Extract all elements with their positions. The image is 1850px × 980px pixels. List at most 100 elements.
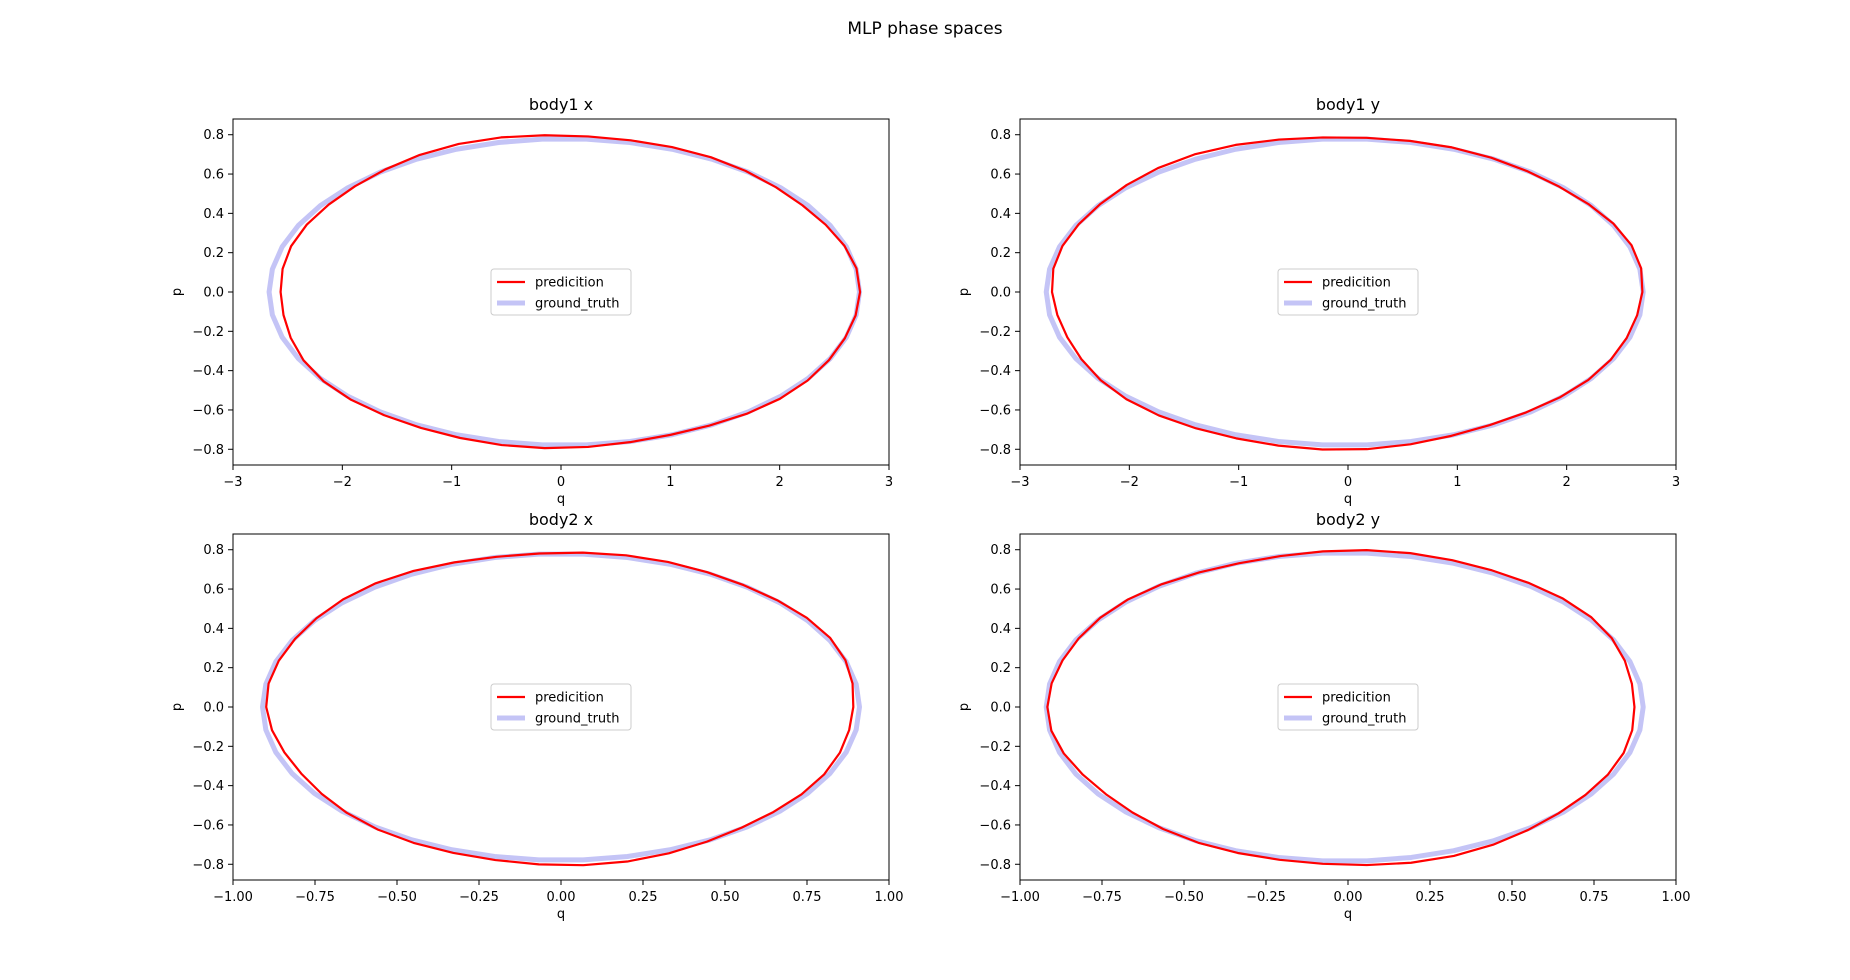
y-tick-label: 0.6 bbox=[203, 583, 224, 598]
x-tick-label: 0.75 bbox=[793, 890, 822, 905]
y-tick-label: −0.6 bbox=[192, 818, 224, 833]
x-tick-label: −0.75 bbox=[295, 890, 335, 905]
x-tick-label: −1 bbox=[1229, 475, 1248, 490]
y-axis-label: p bbox=[170, 288, 185, 296]
x-axis-label: q bbox=[1344, 492, 1352, 507]
x-tick-label: 0.50 bbox=[1498, 890, 1527, 905]
legend: predicition ground_truth bbox=[490, 268, 632, 316]
legend: predicition ground_truth bbox=[490, 683, 632, 731]
y-tick-label: 0.0 bbox=[990, 701, 1011, 716]
y-tick-label: −0.8 bbox=[192, 858, 224, 873]
x-tick-label: −3 bbox=[1010, 475, 1029, 490]
x-tick-label: 1 bbox=[666, 475, 674, 490]
legend-label-ground_truth: ground_truth bbox=[1322, 297, 1407, 312]
x-tick-label: −3 bbox=[223, 475, 242, 490]
series-group bbox=[1043, 136, 1646, 451]
y-tick-label: 0.2 bbox=[203, 661, 224, 676]
y-tick-label: 0.2 bbox=[990, 661, 1011, 676]
y-tick-label: 0.2 bbox=[990, 246, 1011, 261]
x-tick-label: 0.50 bbox=[711, 890, 740, 905]
y-tick-label: 0.8 bbox=[203, 543, 224, 558]
legend-label-prediction: predicition bbox=[535, 691, 604, 706]
subplot-title: body2 x bbox=[529, 510, 593, 529]
x-tick-label: 1 bbox=[1453, 475, 1461, 490]
legend-label-ground_truth: ground_truth bbox=[535, 297, 620, 312]
subplot-2: −1.00 −0.75 −0.50 −0.25 0.00 0.25 0.50 0.75 1.00… bbox=[170, 510, 903, 922]
y-tick-label: −0.4 bbox=[979, 364, 1011, 379]
subplots-grid: −3 −2 −1 0 1 2 3 −0.8 −0.6 −0.4 −0.2 0.0 0.2 0.4 0.6 0.… bbox=[170, 95, 1690, 922]
x-tick-label: −2 bbox=[1120, 475, 1139, 490]
legend: predicition ground_truth bbox=[1277, 683, 1419, 731]
series-group bbox=[260, 551, 862, 867]
y-tick-label: 0.4 bbox=[203, 207, 224, 222]
subplot-3: −1.00 −0.75 −0.50 −0.25 0.00 0.25 0.50 0.75 1.00… bbox=[957, 510, 1690, 922]
y-tick-label: −0.8 bbox=[979, 858, 1011, 873]
subplot-title: body2 y bbox=[1316, 510, 1380, 529]
subplot-title: body1 y bbox=[1316, 95, 1380, 114]
legend: predicition ground_truth bbox=[1277, 268, 1419, 316]
y-tick-label: −0.4 bbox=[192, 364, 224, 379]
series-group bbox=[1043, 549, 1646, 867]
x-tick-label: 0.25 bbox=[1416, 890, 1445, 905]
y-tick-label: −0.8 bbox=[192, 443, 224, 458]
x-axis-label: q bbox=[557, 907, 565, 922]
subplot-0: −3 −2 −1 0 1 2 3 −0.8 −0.6 −0.4 −0.2 0.0 0.2 0.4 0.6 0.… bbox=[170, 95, 893, 507]
x-tick-label: 3 bbox=[1672, 475, 1680, 490]
x-tick-label: −1.00 bbox=[213, 890, 253, 905]
x-tick-label: −2 bbox=[333, 475, 352, 490]
y-axis-label: p bbox=[170, 703, 185, 711]
x-tick-label: 1.00 bbox=[875, 890, 904, 905]
legend-box bbox=[490, 268, 632, 316]
legend-box bbox=[1277, 268, 1419, 316]
series-line-ground_truth bbox=[1043, 136, 1646, 448]
x-tick-label: −0.25 bbox=[1246, 890, 1286, 905]
y-tick-label: 0.8 bbox=[990, 128, 1011, 143]
series-line-prediction bbox=[265, 551, 855, 867]
y-axis-label: p bbox=[957, 703, 972, 711]
x-tick-label: 3 bbox=[885, 475, 893, 490]
y-tick-label: −0.2 bbox=[979, 325, 1011, 340]
y-tick-label: 0.0 bbox=[203, 286, 224, 301]
y-tick-label: 0.4 bbox=[203, 622, 224, 637]
x-tick-label: 1.00 bbox=[1662, 890, 1691, 905]
y-tick-label: −0.6 bbox=[979, 403, 1011, 418]
x-axis-label: q bbox=[557, 492, 565, 507]
x-tick-label: 0 bbox=[1344, 475, 1352, 490]
legend-label-ground_truth: ground_truth bbox=[1322, 712, 1407, 727]
y-tick-label: 0.6 bbox=[990, 168, 1011, 183]
y-tick-label: 0.8 bbox=[203, 128, 224, 143]
y-tick-label: 0.6 bbox=[990, 583, 1011, 598]
series-line-prediction bbox=[1050, 136, 1644, 451]
x-tick-label: 0.75 bbox=[1580, 890, 1609, 905]
y-tick-label: 0.8 bbox=[990, 543, 1011, 558]
subplot-title: body1 x bbox=[529, 95, 593, 114]
y-tick-label: −0.2 bbox=[192, 740, 224, 755]
y-axis-label: p bbox=[957, 288, 972, 296]
y-tick-label: −0.4 bbox=[979, 779, 1011, 794]
y-tick-label: −0.6 bbox=[979, 818, 1011, 833]
legend-label-ground_truth: ground_truth bbox=[535, 712, 620, 727]
subplot-1: −3 −2 −1 0 1 2 3 −0.8 −0.6 −0.4 −0.2 0.0 0.2 0.4 0.6 0.… bbox=[957, 95, 1680, 507]
series-line-prediction bbox=[1046, 549, 1636, 867]
legend-label-prediction: predicition bbox=[535, 276, 604, 291]
x-tick-label: 2 bbox=[776, 475, 784, 490]
x-tick-label: 0.00 bbox=[1334, 890, 1363, 905]
x-tick-label: −1 bbox=[442, 475, 461, 490]
y-tick-label: −0.4 bbox=[192, 779, 224, 794]
x-tick-label: 0 bbox=[557, 475, 565, 490]
y-tick-label: 0.0 bbox=[990, 286, 1011, 301]
y-tick-label: −0.6 bbox=[192, 403, 224, 418]
y-tick-label: 0.2 bbox=[203, 246, 224, 261]
x-tick-label: −0.50 bbox=[1164, 890, 1204, 905]
x-tick-label: 2 bbox=[1563, 475, 1571, 490]
y-tick-label: −0.2 bbox=[979, 740, 1011, 755]
y-tick-label: 0.4 bbox=[990, 622, 1011, 637]
x-tick-label: −0.50 bbox=[377, 890, 417, 905]
x-axis-label: q bbox=[1344, 907, 1352, 922]
legend-label-prediction: predicition bbox=[1322, 276, 1391, 291]
y-tick-label: −0.8 bbox=[979, 443, 1011, 458]
x-tick-label: −0.75 bbox=[1082, 890, 1122, 905]
series-line-prediction bbox=[279, 134, 862, 450]
y-tick-label: −0.2 bbox=[192, 325, 224, 340]
x-tick-label: −1.00 bbox=[1000, 890, 1040, 905]
